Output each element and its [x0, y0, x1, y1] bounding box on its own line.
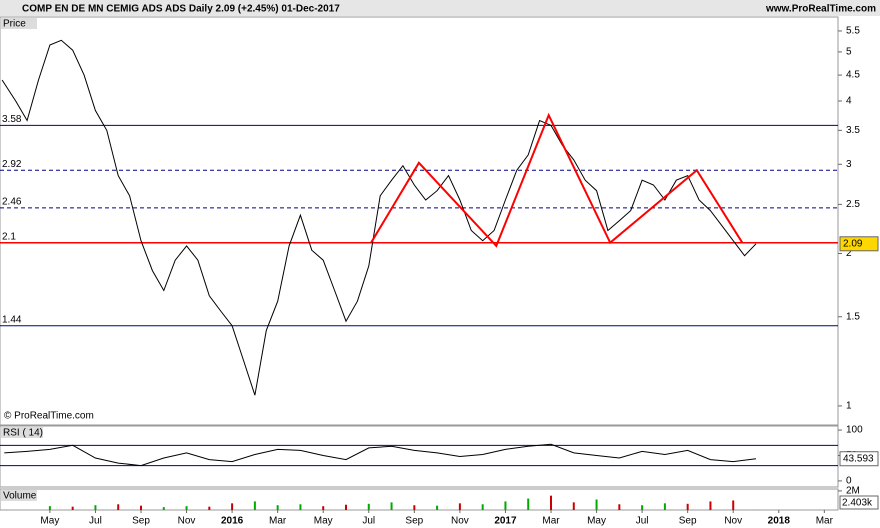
- y-tick-label: 3: [846, 159, 852, 170]
- last-value-box: [839, 451, 879, 467]
- panel-title: Volume: [3, 491, 37, 502]
- x-tick-label: 2018: [768, 516, 791, 527]
- volume-bar: [504, 501, 507, 510]
- volume-bar: [709, 501, 712, 510]
- level-label: 2.1: [2, 231, 16, 242]
- volume-bar: [276, 505, 279, 510]
- last-value: 43.593: [843, 453, 874, 464]
- x-tick-label: Sep: [405, 516, 423, 527]
- volume-bar: [572, 502, 575, 510]
- x-tick-label: Jul: [636, 516, 649, 527]
- price-line: [1, 39, 757, 396]
- panel-label-bg: [1, 18, 37, 29]
- level-label: 2.92: [2, 159, 22, 170]
- level-label: 2.46: [2, 197, 22, 208]
- price-panel: [0, 16, 839, 426]
- last-value-box: [839, 236, 879, 252]
- y-tick-label: 2M: [846, 486, 860, 497]
- y-tick-label: 5: [846, 47, 852, 58]
- volume-bar: [390, 502, 393, 510]
- volume-bar: [595, 499, 598, 510]
- x-tick-label: Jul: [89, 516, 102, 527]
- x-tick-label: 2016: [221, 516, 244, 527]
- x-tick-label: 2017: [494, 516, 517, 527]
- volume-bar: [436, 505, 439, 510]
- volume-bar: [367, 503, 370, 510]
- credit: © ProRealTime.com: [4, 411, 94, 422]
- y-tick-label: 0: [846, 476, 852, 487]
- volume-panel: [0, 488, 839, 511]
- volume-bar: [458, 503, 461, 510]
- volume-bar: [231, 503, 234, 510]
- y-tick-label: 3.5: [846, 125, 860, 136]
- volume-bar: [322, 506, 325, 510]
- volume-bar: [48, 506, 51, 510]
- pattern-line: [370, 112, 744, 248]
- volume-bar: [663, 503, 666, 510]
- volume-bar: [641, 505, 644, 510]
- last-value-box: [839, 495, 879, 510]
- volume-bar: [732, 500, 735, 510]
- value-label: 2.403k: [842, 498, 873, 509]
- y-tick-label: 1: [846, 401, 852, 412]
- volume-bar: [686, 503, 689, 510]
- volume-bar: [94, 505, 97, 510]
- volume-bar: [527, 498, 530, 510]
- y-tick-label: 4.5: [846, 70, 860, 81]
- header-title: COMP EN DE MN CEMIG ADS ADS Daily 2.09 (…: [22, 4, 340, 15]
- volume-bar: [71, 506, 74, 510]
- y-tick-label: 2.5: [846, 199, 860, 210]
- volume-bar: [117, 504, 120, 510]
- volume-bar: [549, 495, 552, 510]
- volume-bar: [618, 504, 621, 510]
- x-tick-label: Sep: [679, 516, 697, 527]
- volume-bar: [162, 507, 165, 510]
- level-label: 1.44: [2, 314, 22, 325]
- volume-bar: [344, 504, 347, 510]
- x-tick-label: May: [587, 516, 606, 527]
- panel-label-bg: [1, 490, 37, 501]
- y-tick-label: 2: [846, 248, 852, 259]
- y-tick-label: 4: [846, 96, 852, 107]
- panel-label-bg: [1, 427, 43, 438]
- header-bar: [0, 0, 880, 16]
- y-tick-label: 100: [846, 425, 863, 436]
- x-tick-label: Nov: [451, 516, 469, 527]
- volume-bar: [208, 506, 211, 510]
- x-tick-label: May: [40, 516, 59, 527]
- volume-bar: [299, 504, 302, 510]
- panel-title: RSI ( 14): [3, 428, 43, 439]
- volume-bar: [139, 505, 142, 510]
- x-tick-label: Sep: [132, 516, 150, 527]
- x-tick-label: Nov: [724, 516, 742, 527]
- volume-bar: [185, 506, 188, 510]
- price-line: [4, 443, 757, 467]
- y-tick-label: 1.5: [846, 311, 860, 322]
- last-value: 2.09: [843, 238, 863, 249]
- x-tick-label: Mar: [542, 516, 560, 527]
- x-tick-label: Jul: [362, 516, 375, 527]
- x-tick-label: Mar: [816, 516, 834, 527]
- header-site: www.ProRealTime.com: [765, 4, 876, 15]
- panel-title: Price: [3, 19, 26, 30]
- y-tick-label: 5.5: [846, 26, 860, 37]
- rsi-panel: [0, 425, 839, 488]
- level-label: 3.58: [2, 114, 22, 125]
- x-tick-label: May: [314, 516, 333, 527]
- x-tick-label: Nov: [178, 516, 196, 527]
- volume-bar: [481, 504, 484, 510]
- volume-bar: [413, 505, 416, 510]
- volume-bar: [253, 501, 256, 510]
- x-tick-label: Mar: [269, 516, 287, 527]
